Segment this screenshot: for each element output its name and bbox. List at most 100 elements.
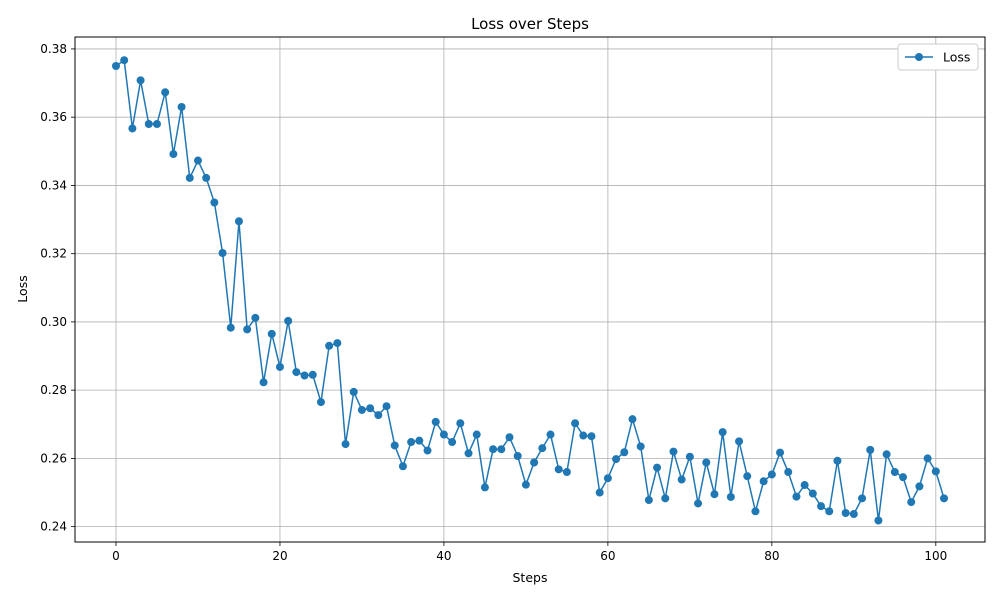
- data-point: [497, 445, 506, 454]
- y-axis-label: Loss: [15, 275, 30, 302]
- x-tick-label: 20: [272, 549, 287, 563]
- data-point: [284, 316, 293, 325]
- data-point: [571, 419, 580, 428]
- data-point: [374, 411, 383, 420]
- y-tick-label: 0.30: [40, 315, 67, 329]
- data-point: [792, 492, 801, 501]
- data-point: [554, 465, 563, 474]
- data-point: [825, 507, 834, 516]
- data-point: [653, 463, 662, 472]
- data-point: [661, 494, 670, 503]
- data-point: [251, 313, 260, 322]
- legend: Loss: [897, 43, 979, 71]
- data-point: [751, 507, 760, 516]
- data-point: [456, 419, 465, 428]
- y-tick-label: 0.34: [40, 178, 67, 192]
- series-layer: [111, 56, 949, 525]
- data-point: [259, 378, 268, 387]
- data-point: [267, 329, 276, 338]
- data-point: [530, 458, 539, 467]
- data-point: [538, 444, 547, 453]
- data-point: [612, 455, 621, 464]
- data-point: [243, 325, 252, 334]
- x-tick-label: 80: [764, 549, 779, 563]
- data-point: [325, 341, 334, 350]
- data-point: [316, 398, 325, 407]
- data-point: [776, 448, 785, 457]
- data-point: [169, 150, 178, 159]
- data-point: [694, 499, 703, 508]
- data-point: [218, 248, 227, 257]
- data-point: [726, 492, 735, 501]
- x-tick-label: 100: [924, 549, 947, 563]
- x-axis-ticks: 0 20 40 60 80 100: [112, 542, 947, 563]
- grid-lines: [75, 37, 985, 542]
- data-point: [448, 438, 457, 447]
- data-point: [595, 488, 604, 497]
- data-point: [767, 470, 776, 479]
- data-point: [562, 468, 571, 477]
- data-point: [136, 76, 145, 85]
- x-tick-label: 60: [600, 549, 615, 563]
- data-point: [382, 402, 391, 411]
- y-tick-label: 0.28: [40, 383, 67, 397]
- data-point: [866, 445, 875, 454]
- data-point: [915, 482, 924, 491]
- data-point: [923, 454, 932, 463]
- data-point: [940, 494, 949, 503]
- data-point: [398, 462, 407, 471]
- data-point: [210, 198, 219, 207]
- data-point: [349, 387, 358, 396]
- data-point: [899, 473, 908, 482]
- data-point: [628, 415, 637, 424]
- data-point: [423, 446, 432, 455]
- legend-entry-loss: Loss: [943, 50, 970, 65]
- data-point: [735, 437, 744, 446]
- data-point: [390, 441, 399, 450]
- data-point: [620, 448, 629, 457]
- data-point: [202, 173, 211, 182]
- data-point: [120, 56, 129, 65]
- legend-marker-swatch: [915, 53, 923, 61]
- data-point: [472, 430, 481, 439]
- data-point: [784, 468, 793, 477]
- data-point: [644, 496, 653, 505]
- data-point: [234, 217, 243, 226]
- data-point: [874, 516, 883, 525]
- data-point: [685, 452, 694, 461]
- x-axis-label: Steps: [513, 570, 548, 585]
- data-point: [226, 323, 235, 332]
- data-point: [144, 120, 153, 129]
- data-point: [415, 436, 424, 445]
- data-point: [185, 173, 194, 182]
- data-point: [152, 120, 161, 129]
- x-tick-label: 40: [436, 549, 451, 563]
- data-point: [808, 489, 817, 498]
- data-point: [308, 370, 317, 379]
- plot-area: [74, 36, 986, 543]
- data-point: [513, 452, 522, 461]
- data-point: [849, 510, 858, 519]
- data-point: [546, 430, 555, 439]
- data-point: [366, 404, 375, 413]
- data-point: [907, 498, 916, 507]
- data-point: [718, 428, 727, 437]
- data-point: [275, 362, 284, 371]
- legend-box: [897, 43, 979, 71]
- data-point: [702, 458, 711, 467]
- data-point: [505, 433, 514, 442]
- data-point: [161, 88, 170, 97]
- data-point: [579, 431, 588, 440]
- data-point: [431, 417, 440, 426]
- data-point: [407, 438, 416, 447]
- data-point: [743, 472, 752, 481]
- data-point: [111, 62, 120, 70]
- data-point: [489, 445, 498, 454]
- data-point: [817, 502, 826, 511]
- data-point: [480, 483, 489, 492]
- plot-frame: [74, 36, 986, 543]
- data-point: [521, 480, 530, 489]
- y-axis-ticks: 0.24 0.26 0.28 0.30 0.32 0.34 0.36 0.38: [40, 42, 75, 534]
- y-tick-label: 0.26: [40, 451, 67, 465]
- data-point: [300, 371, 309, 380]
